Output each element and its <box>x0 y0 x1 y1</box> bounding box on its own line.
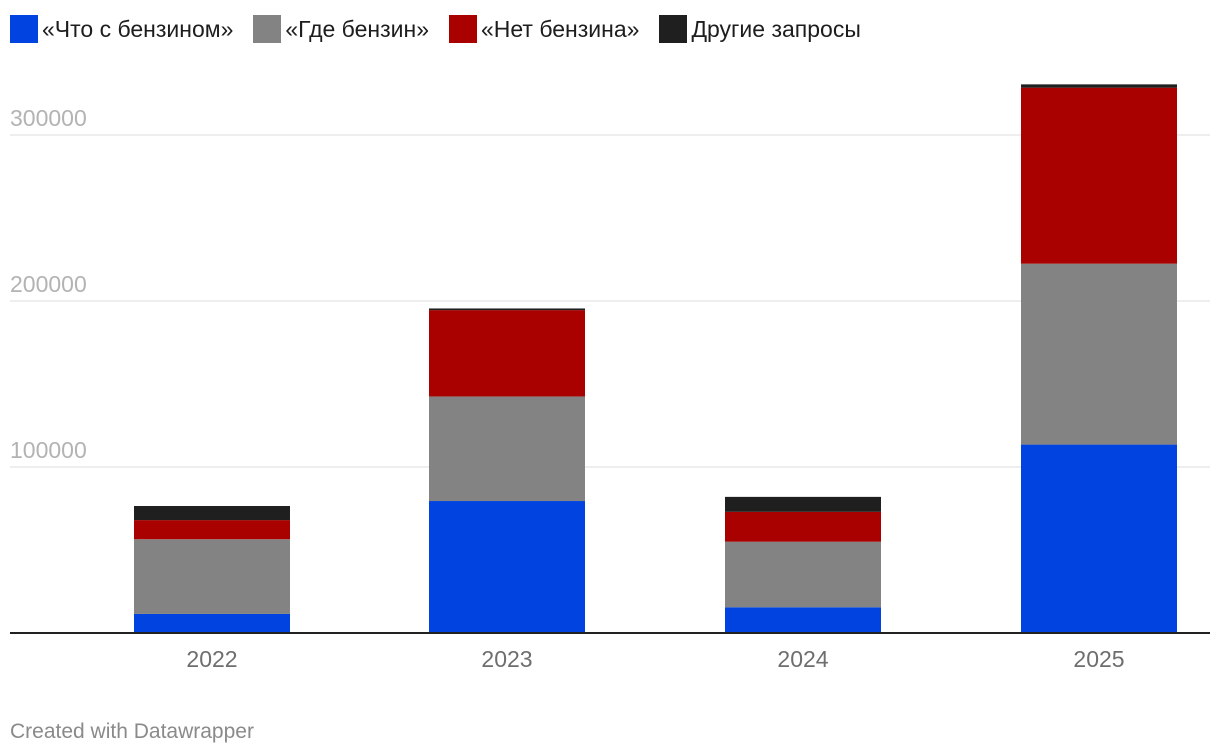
bar-segment <box>1021 84 1177 88</box>
chart-legend: «Что с бензином» «Где бензин» «Нет бензина… <box>10 13 881 45</box>
footer-credit: Created with Datawrapper <box>10 720 254 743</box>
bar-segment <box>134 539 290 614</box>
legend-label: Другие запросы <box>691 15 861 42</box>
y-tick-label: 100000 <box>10 437 87 463</box>
bar-segment <box>725 496 881 512</box>
bar-segment <box>725 511 881 542</box>
bar-segment <box>429 501 585 633</box>
bar-segment <box>134 520 290 540</box>
legend-label: «Что с бензином» <box>42 15 234 42</box>
bar-segment <box>134 506 290 521</box>
y-tick-label: 300000 <box>10 105 87 131</box>
legend-swatch-icon <box>10 15 38 43</box>
stacked-bar-chart: 100000 200000 300000 2022 2023 2024 2025 <box>10 84 1210 672</box>
bar-segment <box>725 607 881 633</box>
legend-swatch-icon <box>448 15 477 43</box>
x-tick-label: 2024 <box>777 646 828 672</box>
y-tick-label: 200000 <box>10 271 87 297</box>
bar-segment <box>429 310 585 397</box>
bar-segment <box>725 541 881 608</box>
x-tick-label: 2023 <box>481 646 532 672</box>
legend-item: «Нет бензина» <box>448 15 640 43</box>
legend-label: «Где бензин» <box>285 15 429 42</box>
bar-segment <box>429 308 585 311</box>
legend-item: «Что с бензином» <box>10 15 233 43</box>
bar-segment <box>429 396 585 502</box>
x-tick-label: 2025 <box>1073 646 1124 672</box>
legend-swatch-icon <box>659 15 688 43</box>
legend-item: «Где бензин» <box>253 15 429 43</box>
legend-swatch-icon <box>253 15 282 43</box>
bar-segment <box>1021 263 1177 445</box>
bar-segment <box>134 613 290 633</box>
legend-label: «Нет бензина» <box>480 15 640 42</box>
bar-segment <box>1021 87 1177 264</box>
x-tick-label: 2022 <box>186 646 237 672</box>
legend-item: Другие запросы <box>659 15 861 43</box>
bar-segment <box>1021 444 1177 633</box>
